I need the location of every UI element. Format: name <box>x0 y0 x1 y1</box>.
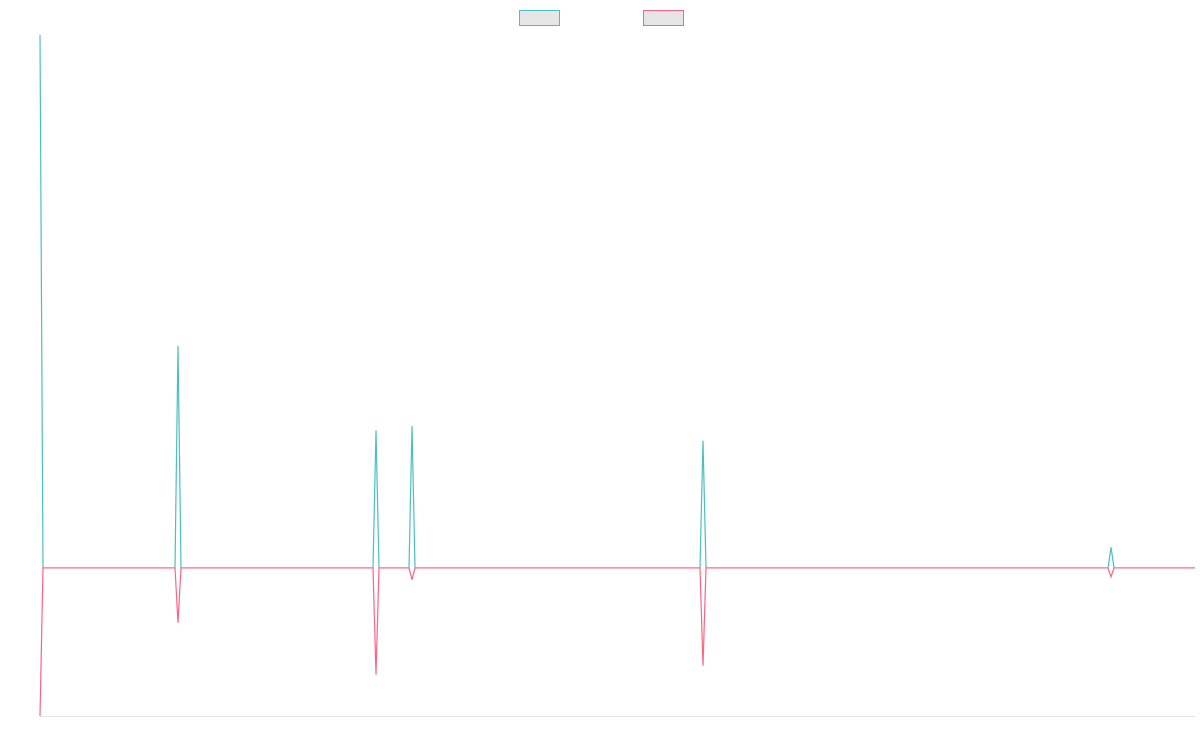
legend-swatch <box>643 10 684 26</box>
legend-swatch <box>519 10 560 26</box>
series-line <box>39 34 1195 569</box>
series-line <box>39 567 1195 717</box>
plot-area <box>39 34 1195 717</box>
legend <box>519 10 684 26</box>
